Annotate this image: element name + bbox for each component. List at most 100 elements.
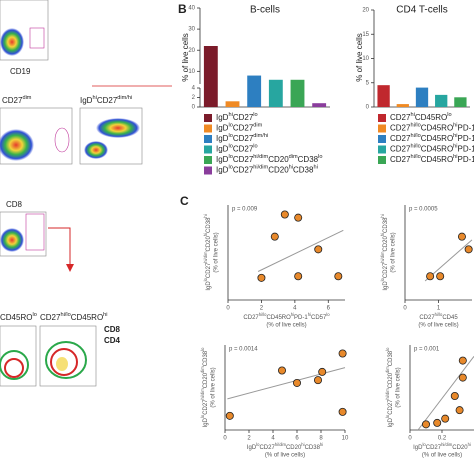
text-part: CD27 xyxy=(390,113,411,122)
y-axis-label: (% of live cells) xyxy=(214,232,220,272)
flow-plots xyxy=(0,0,172,387)
x-tick-label: 1 xyxy=(437,306,441,312)
x-tick-label: 4 xyxy=(271,436,275,442)
bar xyxy=(377,85,390,107)
text-part: CD45 xyxy=(442,315,458,321)
panel-label: C xyxy=(180,194,189,208)
text-part: CD20 xyxy=(268,155,289,164)
legend-label: CD8 xyxy=(104,325,121,334)
x-tick-label: 2 xyxy=(260,306,264,312)
legend-swatch xyxy=(204,114,212,122)
y-axis-label: IgDloCD27hi/dimCD20hiCD38hi xyxy=(203,214,212,290)
x-tick-label: 0 xyxy=(223,436,227,442)
bar xyxy=(225,101,240,107)
x-axis-label: (% of live cells) xyxy=(418,323,458,329)
point xyxy=(457,232,466,241)
x-tick-label: 10 xyxy=(342,436,349,442)
text-part: CD20 xyxy=(286,445,302,451)
legend-swatch xyxy=(378,124,386,133)
legend-swatch xyxy=(378,114,386,122)
text-part: IgD xyxy=(216,145,229,154)
contour xyxy=(0,350,29,380)
bar xyxy=(203,46,218,107)
superscript: hi/lo xyxy=(410,154,420,160)
text-part: CD27 xyxy=(383,262,389,278)
text-part: CD27 xyxy=(390,134,411,143)
text-part: CD45RO xyxy=(421,155,453,164)
superscript: hi xyxy=(228,112,232,118)
text-part: CD38 xyxy=(388,350,394,366)
x-axis-label: (% of live cells) xyxy=(422,453,462,459)
superscript: dim xyxy=(253,123,262,129)
y-tick-label: 20 xyxy=(362,8,369,14)
text-part: IgD xyxy=(216,124,229,133)
text-part: CD45RO xyxy=(71,313,103,322)
text-part: PD-1 xyxy=(294,315,308,321)
contour xyxy=(50,348,78,376)
superscript: hi xyxy=(289,165,293,171)
text-part: CD27 xyxy=(2,96,23,105)
x-axis-label: (% of live cells) xyxy=(265,453,305,459)
superscript: dim xyxy=(385,366,390,373)
trend-line xyxy=(257,229,344,272)
point xyxy=(338,349,347,358)
point xyxy=(426,272,435,281)
contour xyxy=(56,357,68,371)
text-part: CD20 xyxy=(383,236,389,252)
superscript: lo xyxy=(253,112,257,118)
arrow-head xyxy=(66,264,74,272)
text-part: PD-1 xyxy=(458,145,474,154)
flow-plot xyxy=(0,0,49,61)
y-axis-label: (% of live cells) xyxy=(211,367,217,407)
contour xyxy=(45,341,87,379)
superscript: hi/dim xyxy=(253,165,268,171)
text-part: IgD xyxy=(216,113,229,122)
point xyxy=(277,366,286,375)
x-axis-label: CD27hi/loCD45ROhiPD-1hiCD57lo xyxy=(243,312,330,321)
superscript: dim/hi xyxy=(253,133,268,139)
legend-swatch xyxy=(204,166,212,175)
bar xyxy=(415,87,429,107)
text-part: CD27 xyxy=(426,445,442,451)
text-part: CD27 xyxy=(233,166,254,175)
flow-plot xyxy=(39,325,97,387)
superscript: lo xyxy=(385,414,390,418)
legend-swatch xyxy=(378,145,386,154)
y-axis-label: IgDloCD27hi/dimCD20dimCD38lo xyxy=(200,347,209,427)
superscript: hi/dim xyxy=(385,388,390,400)
text-part: CD38 xyxy=(203,350,209,366)
text-part: CD45RO xyxy=(0,313,32,322)
y-tick-label: 30 xyxy=(188,27,195,33)
superscript: lo xyxy=(318,154,322,160)
text-part: IgD xyxy=(206,281,212,291)
point xyxy=(280,210,289,219)
point xyxy=(314,245,323,254)
x-tick-label: 2 xyxy=(247,436,251,442)
x-tick-label: 4 xyxy=(293,306,297,312)
superscript: lo xyxy=(228,133,232,139)
flow-blob xyxy=(0,228,24,252)
gate-label: CD45ROlo xyxy=(0,312,37,322)
flow-plot xyxy=(79,107,143,165)
point xyxy=(458,373,467,382)
x-axis-label: (% of live cells) xyxy=(266,323,306,329)
flow-plot xyxy=(0,325,37,387)
flow-plot xyxy=(0,107,73,165)
point xyxy=(334,272,343,281)
legend-label: CD4 xyxy=(104,336,121,345)
superscript: hi/dim xyxy=(253,154,268,160)
superscript: hi xyxy=(308,312,311,317)
superscript: hi xyxy=(453,133,457,139)
superscript: hi/dim xyxy=(203,251,208,263)
superscript: hi xyxy=(203,233,208,236)
superscript: hi xyxy=(291,312,294,317)
y-tick-label: 4 xyxy=(192,86,196,92)
legend-label: IgDloCD27lo xyxy=(216,144,258,154)
y-tick-label: 10 xyxy=(188,69,195,75)
legend-label: CD27hi/loCD45ROhiPD-1hi xyxy=(390,154,474,164)
superscript: lo xyxy=(228,123,232,129)
text-part: PD-1 xyxy=(458,155,474,164)
superscript: dim xyxy=(200,366,205,373)
superscript: hi xyxy=(453,144,457,150)
